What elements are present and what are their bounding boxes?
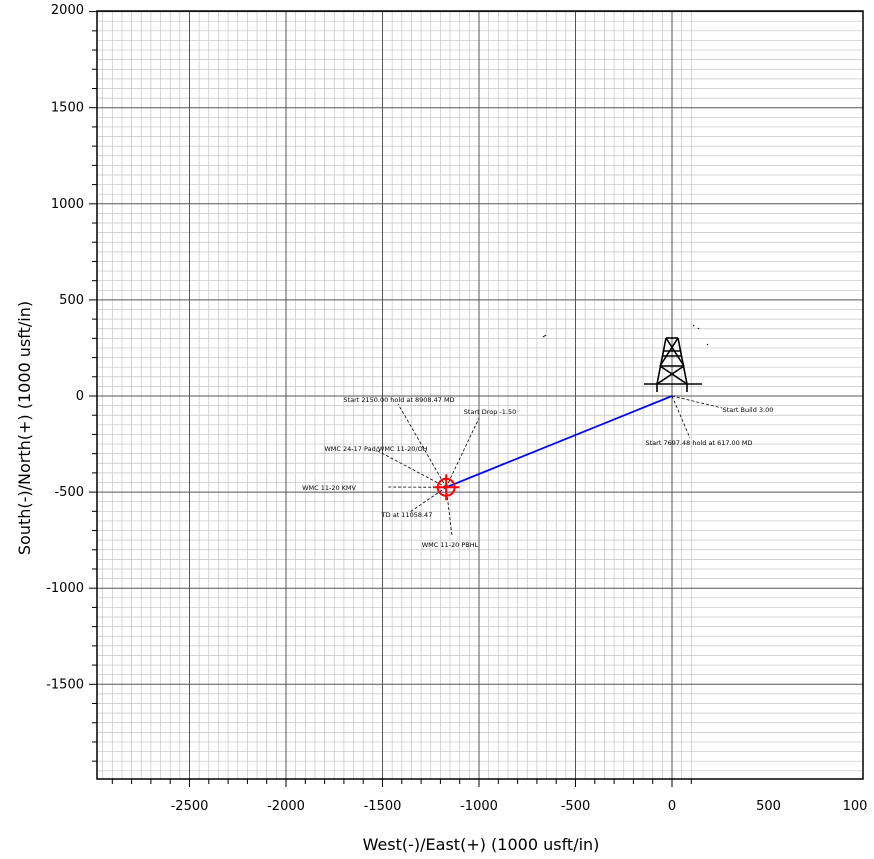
- y-tick-label: -1000: [46, 581, 84, 596]
- annotation-label: Start 7697.48 hold at 617.00 MD: [645, 439, 752, 447]
- x-tick-label: -2500: [171, 799, 209, 814]
- y-tick-label: 500: [59, 293, 84, 308]
- annotations: Start 2150.00 hold at 8908.47 MD Start Dr…: [302, 396, 773, 549]
- annotation-leader: [397, 403, 447, 488]
- stray-speck: [697, 327, 700, 330]
- well-path-line: [445, 395, 673, 489]
- y-tick-label: 2000: [51, 3, 84, 18]
- annotation-label: Start 2150.00 hold at 8908.47 MD: [343, 396, 454, 404]
- x-tick-label: -2000: [267, 799, 305, 814]
- annotation-leaders: [375, 395, 723, 537]
- x-tick-labels: -2500 -2000 -1500 -1000 -500 0 500 100: [171, 799, 868, 814]
- y-axis-title: South(-)/North(+) (1000 usft/in): [15, 301, 34, 555]
- rig-stroke: [665, 337, 685, 367]
- annotation-label: Start Build 3.00: [723, 406, 774, 414]
- annotation-leader: [445, 417, 480, 488]
- x-tick-label: -500: [561, 799, 591, 814]
- annotation-leader: [375, 449, 447, 488]
- stray-speck: [706, 343, 709, 346]
- plot-frame: [96, 10, 864, 780]
- x-tick-label: -1000: [460, 799, 498, 814]
- y-tick-labels: 2000 1500 1000 500 0 -500 -1000 -1500: [46, 3, 84, 692]
- stray-speck: [692, 324, 695, 327]
- annotation-leader: [671, 395, 691, 439]
- stray-speck: [542, 334, 547, 338]
- annotation-leader: [445, 487, 453, 537]
- annotation-leader: [409, 486, 447, 513]
- drilling-rig-icon: [644, 337, 702, 392]
- major-grid: [97, 11, 863, 779]
- rig-stroke: [659, 365, 688, 385]
- y-tick-label: 1000: [51, 197, 84, 212]
- annotation-label: Start Drop -1.50: [464, 408, 516, 416]
- x-tick-label: 0: [668, 799, 676, 814]
- target-icon: [433, 474, 460, 501]
- rig-stroke: [656, 337, 667, 385]
- y-tick-label: -1500: [46, 677, 84, 692]
- annotation-label: WMC 11-20 KMV: [302, 484, 356, 492]
- x-axis-title: West(-)/East(+) (1000 usft/in): [363, 835, 600, 854]
- rig-stroke: [677, 337, 688, 385]
- annotation-leader: [671, 395, 723, 409]
- x-tick-label: 500: [756, 799, 781, 814]
- annotation-label: WMC 11-20 PBHL: [422, 541, 479, 549]
- y-tick-label: 1500: [51, 101, 84, 116]
- x-tick-label: 100: [843, 799, 868, 814]
- annotation-label: WMC 24-17 Pad/WMC 11-20/OH: [324, 445, 427, 453]
- x-tick-label: -1500: [364, 799, 402, 814]
- stray-marks: [542, 324, 709, 346]
- y-tick-label: -500: [54, 485, 84, 500]
- rig-stroke: [659, 337, 679, 367]
- well-path-series: [445, 395, 673, 489]
- rig-stroke: [656, 365, 685, 385]
- annotation-label: TD at 11058.47: [381, 511, 433, 519]
- axis-ticks: [89, 11, 692, 787]
- y-tick-label: 0: [76, 389, 84, 404]
- minor-grid: [97, 11, 863, 779]
